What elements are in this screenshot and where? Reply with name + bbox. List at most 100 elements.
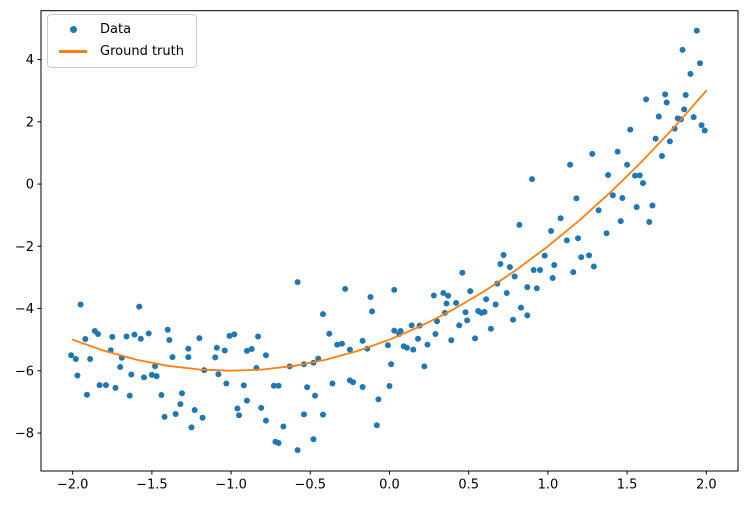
data-point [391, 286, 398, 293]
data-point [161, 413, 168, 420]
data-point [681, 106, 688, 113]
data-point [231, 331, 238, 338]
data-point [658, 153, 665, 160]
data-point [434, 318, 441, 325]
data-point [603, 230, 610, 237]
data-point [510, 316, 517, 323]
data-point [487, 325, 494, 332]
y-tick-label: 4 [26, 53, 34, 68]
data-point [221, 347, 228, 354]
data-point [403, 344, 410, 351]
data-point [310, 436, 317, 443]
data-point [275, 382, 282, 389]
data-point [682, 92, 689, 99]
data-point [549, 275, 556, 282]
x-tick-label: 1.0 [538, 478, 559, 493]
data-point [136, 303, 143, 310]
data-point [188, 424, 195, 431]
data-point [153, 373, 160, 380]
data-point [445, 292, 452, 299]
data-point [456, 322, 463, 329]
data-point [633, 204, 640, 211]
data-point [614, 148, 621, 155]
data-point [586, 252, 593, 259]
data-point [334, 341, 341, 348]
data-point [646, 219, 653, 226]
data-point [166, 336, 173, 343]
data-point [350, 379, 357, 386]
data-point [551, 261, 558, 268]
data-point [152, 363, 159, 370]
data-point [649, 202, 656, 209]
data-point [123, 333, 130, 340]
data-point [158, 392, 165, 399]
data-point [213, 344, 220, 351]
data-point [464, 317, 471, 324]
data-point [415, 335, 422, 342]
data-point [137, 335, 144, 342]
data-point [627, 126, 634, 133]
x-tick-label: 1.5 [617, 478, 638, 493]
data-point [632, 172, 639, 179]
data-point [82, 336, 89, 343]
data-point [373, 422, 380, 429]
legend-label-data: Data [100, 22, 132, 37]
data-point [679, 46, 686, 53]
data-point [472, 335, 479, 342]
data-point [391, 327, 398, 334]
data-point [164, 326, 171, 333]
data-point [643, 96, 650, 103]
data-point [424, 341, 431, 348]
legend: Data Ground truth [47, 14, 197, 68]
data-point [177, 401, 184, 408]
data-point [319, 411, 326, 418]
data-point [74, 372, 81, 379]
data-point [530, 266, 537, 273]
data-point [693, 27, 700, 34]
legend-item-data: Data [55, 21, 184, 38]
x-tick-label: −2.0 [57, 478, 89, 493]
data-point [563, 237, 570, 244]
data-point [548, 228, 555, 235]
data-point [595, 207, 602, 214]
data-point [467, 288, 474, 295]
data-point [524, 312, 531, 319]
data-point [492, 301, 499, 308]
data-point [567, 161, 574, 168]
data-point [619, 195, 626, 202]
data-point [589, 150, 596, 157]
data-point [536, 266, 543, 273]
data-point [421, 363, 428, 370]
data-point [258, 404, 265, 411]
data-point [83, 391, 90, 398]
data-point [126, 392, 133, 399]
data-point [462, 309, 469, 316]
data-point [312, 392, 319, 399]
y-tick-label: 0 [26, 178, 34, 193]
data-point [443, 300, 450, 307]
axes-frame [40, 10, 739, 472]
data-point [243, 347, 250, 354]
data-point [102, 382, 109, 389]
data-point [185, 354, 192, 361]
data-point [275, 439, 282, 446]
data-point [212, 354, 219, 361]
data-point [223, 380, 230, 387]
data-point [636, 172, 643, 179]
ground-truth-line-icon [55, 50, 91, 53]
data-point [511, 273, 518, 280]
data-point [605, 172, 612, 179]
data-point [388, 361, 395, 368]
data-point [384, 342, 391, 349]
x-tick-label: 2.0 [696, 478, 717, 493]
data-point [191, 407, 198, 414]
data-point [109, 333, 116, 340]
data-point [698, 122, 705, 129]
data-point [68, 352, 75, 359]
x-tick-label: −1.5 [136, 478, 168, 493]
x-tick-label: 0.5 [458, 478, 479, 493]
data-point [77, 301, 84, 308]
data-point [248, 346, 255, 353]
